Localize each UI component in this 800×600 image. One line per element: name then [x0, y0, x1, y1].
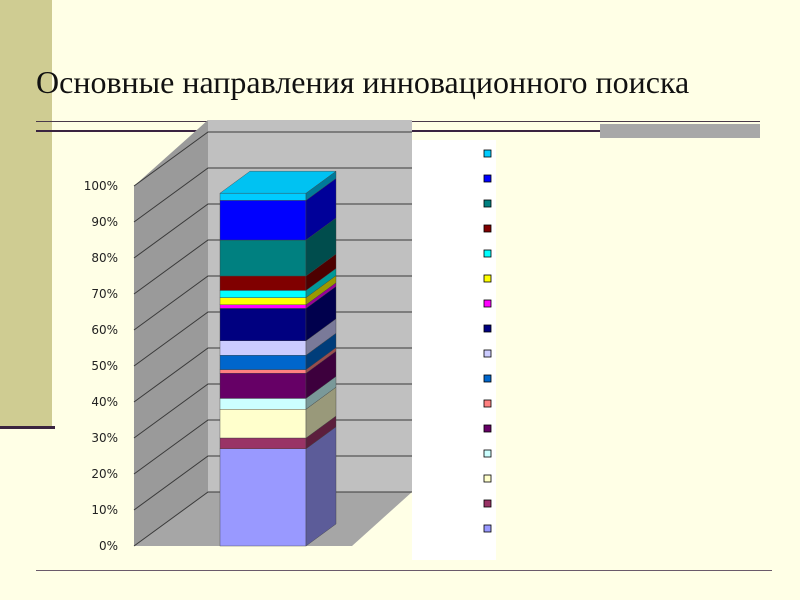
legend-swatch — [483, 524, 492, 533]
y-tick-label: 30% — [91, 431, 118, 445]
bar-segment — [219, 286, 337, 342]
y-tick-label: 90% — [91, 215, 118, 229]
gridline — [133, 167, 412, 223]
y-tick-label: 70% — [91, 287, 118, 301]
y-tick-label: 50% — [91, 359, 118, 373]
gridline — [133, 311, 412, 367]
legend-swatch — [483, 324, 492, 333]
legend-swatch — [483, 449, 492, 458]
legend-swatch — [483, 474, 492, 483]
y-tick-label: 60% — [91, 323, 118, 337]
bar-segment — [219, 332, 337, 370]
legend-swatch — [483, 374, 492, 383]
gridline — [133, 131, 412, 187]
slide-title: Основные направления инновационного поис… — [36, 64, 690, 100]
footer-rule — [36, 570, 772, 571]
legend-swatch — [483, 274, 492, 283]
legend-swatch — [483, 224, 492, 233]
y-tick-label: 10% — [91, 503, 118, 517]
legend-swatch — [483, 349, 492, 358]
legend-swatch — [483, 424, 492, 433]
y-tick-label: 80% — [91, 251, 118, 265]
gridline — [133, 203, 412, 259]
gridline — [133, 383, 412, 439]
bar-segment — [219, 217, 337, 277]
y-tick-label: 100% — [84, 179, 118, 193]
legend-panel — [412, 140, 496, 560]
gridline — [133, 275, 412, 331]
bar-segment — [219, 253, 337, 291]
legend-swatch — [483, 149, 492, 158]
gridline — [133, 419, 412, 475]
bar-segment — [219, 350, 337, 399]
gridline — [133, 239, 412, 295]
gridline — [133, 347, 412, 403]
gridline — [133, 491, 412, 547]
legend-swatch — [483, 399, 492, 408]
legend-swatch — [483, 199, 492, 208]
legend-swatch — [483, 499, 492, 508]
chart-side-wall — [134, 120, 208, 546]
sidebar-rule — [0, 426, 55, 429]
legend-swatch — [483, 249, 492, 258]
bar-top-cap — [219, 170, 337, 194]
legend-swatch — [483, 174, 492, 183]
bar-segment — [219, 178, 337, 241]
y-tick-label: 20% — [91, 467, 118, 481]
y-tick-label: 40% — [91, 395, 118, 409]
title-rule-accent — [600, 124, 760, 138]
legend-swatch — [483, 299, 492, 308]
y-tick-label: 0% — [99, 539, 118, 553]
bar-segment — [219, 386, 337, 439]
sidebar-decor — [0, 0, 52, 428]
bar-segment — [219, 426, 337, 547]
gridline — [133, 455, 412, 511]
